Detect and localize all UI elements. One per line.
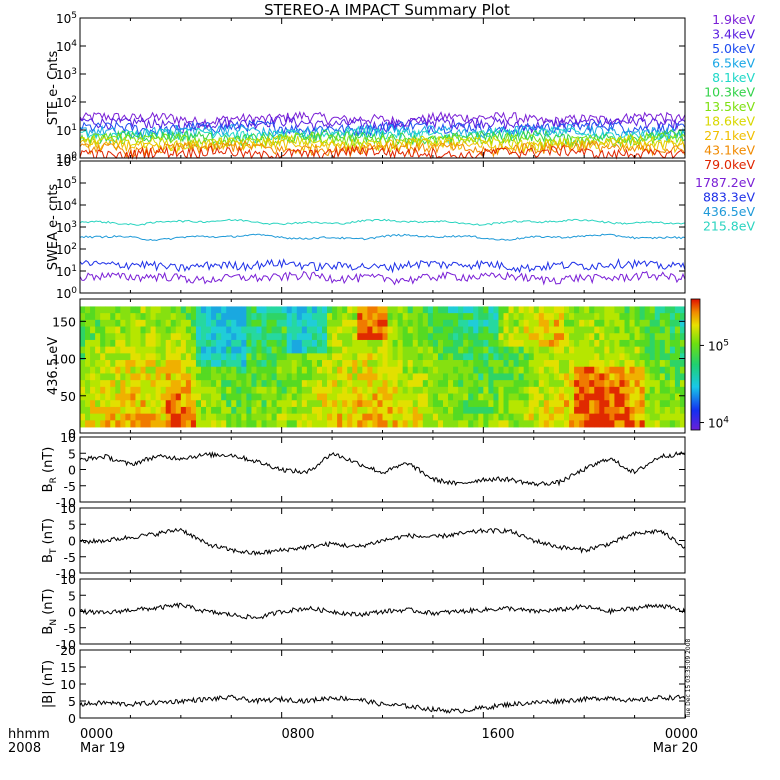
legend-entry-8.1keV: 8.1keV: [712, 70, 755, 85]
panel-6: 0 5 10 15 20 |B| (nT): [41, 643, 686, 726]
colorbar-tick-label: 105: [708, 338, 729, 353]
legend-entry-215.8eV: 215.8eV: [703, 219, 755, 234]
y-tick-label: 100: [56, 286, 77, 301]
y-tick-label: 5: [68, 446, 76, 461]
y-tick-label: 104: [56, 39, 77, 54]
y-tick-label: 10: [60, 677, 76, 692]
legend-entry-43.1keV: 43.1keV: [704, 143, 755, 158]
y-tick-label: 5: [68, 517, 76, 532]
y-tick-label: 103: [56, 220, 77, 235]
y-axis-label: BN (nT): [41, 588, 59, 634]
x-tick-time-0: 0000: [80, 727, 113, 742]
legend-entry-6.5keV: 6.5keV: [712, 56, 755, 71]
field-line: [79, 527, 686, 556]
y-tick-label: 0: [68, 426, 76, 441]
panels: 1.9keV3.4keV5.0keV6.5keV8.1keV10.3keV13.…: [41, 11, 755, 726]
y-axis-label: BT (nT): [41, 518, 59, 563]
footer-year-label: 2008: [8, 741, 41, 756]
y-tick-label: -5: [64, 621, 76, 636]
y-tick-label: 105: [56, 11, 77, 26]
y-tick-label: 0: [68, 463, 76, 478]
y-tick-label: -10: [56, 637, 76, 652]
series-line-436.5eV: [79, 233, 686, 242]
y-tick-label: 0: [68, 605, 76, 620]
y-tick-label: 150: [52, 314, 76, 329]
series-line-8.1keV: [79, 125, 686, 146]
y-tick-label: 100: [56, 151, 77, 166]
x-tick-date-0: Mar 19: [80, 741, 125, 756]
series-line-43.1keV: [79, 140, 686, 159]
y-tick-label: 102: [56, 95, 77, 110]
y-tick-label: 100: [52, 352, 76, 367]
y-tick-label: -10: [56, 495, 76, 510]
legend-entry-27.1keV: 27.1keV: [704, 128, 755, 143]
y-tick-label: 10: [60, 572, 76, 587]
y-tick-label: 50: [60, 389, 76, 404]
y-tick-label: 15: [60, 660, 76, 675]
y-axis-label: BR (nT): [41, 447, 59, 493]
field-line: [79, 450, 686, 487]
legend-entry-436.5eV: 436.5eV: [703, 204, 755, 219]
y-tick-label: 105: [56, 176, 77, 191]
x-tick-time-3: 0000: [665, 727, 698, 742]
field-line: [79, 694, 686, 714]
panel-heatmap: 0 50 100 150 436.5 eV 104 105: [46, 298, 729, 441]
y-axis-label: SWEA e- cnts: [46, 184, 61, 271]
y-tick-label: 20: [60, 643, 76, 658]
colorbar: [690, 298, 701, 431]
y-tick-label: 5: [68, 588, 76, 603]
legend-entry-10.3keV: 10.3keV: [704, 85, 755, 100]
y-tick-label: 101: [56, 123, 77, 138]
series-line-1787.2eV: [79, 270, 686, 286]
x-tick-time-1: 0800: [281, 727, 314, 742]
y-tick-label: 106: [56, 154, 77, 169]
y-tick-label: 10: [60, 430, 76, 445]
series-line-13.5keV: [79, 131, 686, 150]
y-tick-label: 5: [68, 694, 76, 709]
field-line: [79, 602, 686, 620]
y-tick-label: 0: [68, 711, 76, 726]
x-tick-date-3: Mar 20: [653, 741, 698, 756]
plot-timestamp: Tue Dec 15 03:35:09 2008: [685, 638, 692, 719]
time-axis-footer: hhmm 2008 0000 Mar 19 0800 1600 0000 Mar…: [8, 727, 698, 756]
y-axis-label: 436.5 eV: [46, 337, 61, 395]
legend-entry-1.9keV: 1.9keV: [712, 12, 755, 27]
series-line-6.5keV: [79, 123, 686, 141]
y-tick-label: 102: [56, 242, 77, 257]
y-tick-label: -10: [56, 566, 76, 581]
legend-entry-13.5keV: 13.5keV: [704, 99, 755, 114]
page-title: STEREO-A IMPACT Summary Plot: [264, 1, 510, 19]
legend-entry-883.3eV: 883.3eV: [703, 190, 755, 205]
legend-entry-18.6keV: 18.6keV: [704, 114, 755, 129]
x-tick-time-2: 1600: [481, 727, 514, 742]
y-tick-label: 0: [68, 534, 76, 549]
y-tick-label: 104: [56, 198, 77, 213]
footer-hhmm-label: hhmm: [8, 727, 50, 742]
legend-entry-1787.2eV: 1787.2eV: [695, 175, 755, 190]
y-tick-label: 103: [56, 67, 77, 82]
panel-0: 1.9keV3.4keV5.0keV6.5keV8.1keV10.3keV13.…: [46, 11, 755, 172]
legend-entry-79.0keV: 79.0keV: [704, 157, 755, 172]
series-line-1.9keV: [79, 110, 686, 130]
legend-entry-3.4keV: 3.4keV: [712, 27, 755, 42]
colorbar-tick-label: 104: [708, 416, 729, 431]
legend-entry-5.0keV: 5.0keV: [712, 41, 755, 56]
y-axis-label: STE e- Cnts: [46, 50, 61, 125]
y-tick-label: -5: [64, 550, 76, 565]
y-tick-label: 101: [56, 264, 77, 279]
y-axis-label: |B| (nT): [41, 660, 56, 708]
y-tick-label: -5: [64, 479, 76, 494]
series-line-883.3eV: [79, 257, 686, 274]
y-tick-label: 10: [60, 501, 76, 516]
series-line-215.8eV: [79, 218, 686, 226]
